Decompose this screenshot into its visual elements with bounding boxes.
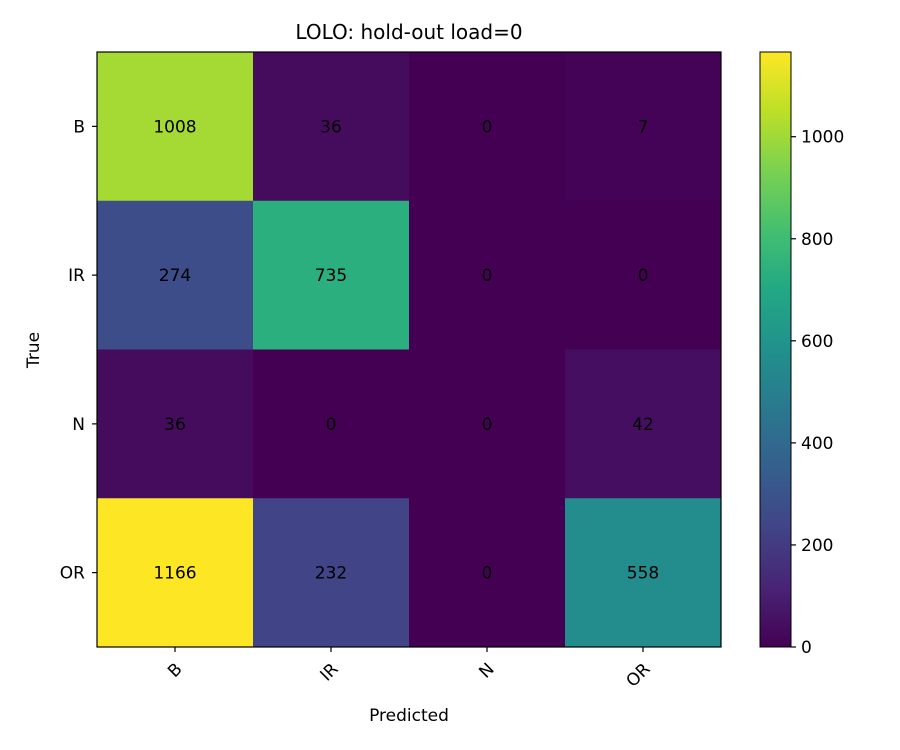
cell-value-label: 232 (315, 564, 347, 584)
heatmap-cell (565, 52, 722, 202)
y-tick-label: N (72, 415, 85, 435)
heatmap-cell (565, 498, 722, 648)
colorbar-tick-label: 400 (801, 434, 833, 454)
cell-value-label: 0 (482, 415, 493, 435)
y-axis-ticks: B IR N OR (60, 117, 97, 584)
cell-value-label: 0 (482, 117, 493, 137)
colorbar-ticks: 0 200 400 600 800 1000 (791, 128, 844, 658)
heatmap-cell (409, 200, 566, 350)
heatmap-cell (253, 200, 410, 350)
heatmap-cell (253, 349, 410, 499)
heatmap-cell (97, 200, 254, 350)
cell-value-label: 1166 (153, 564, 196, 584)
y-tick-label: B (73, 117, 85, 137)
colorbar (759, 51, 792, 648)
cell-value-label: 735 (315, 266, 347, 286)
cell-value-label: 558 (627, 564, 659, 584)
x-axis-label: Predicted (369, 706, 449, 726)
heatmap-cell (97, 498, 254, 648)
y-tick-label: OR (60, 564, 85, 584)
cell-value-labels: 1008 36 0 7 274 735 0 0 36 0 0 42 1166 232 0 558 (153, 117, 659, 583)
colorbar-tick-label: 0 (801, 638, 812, 658)
cell-value-label: 36 (164, 415, 186, 435)
heatmap-cells (97, 52, 722, 648)
x-tick-label: OR (623, 659, 655, 691)
cell-value-label: 42 (632, 415, 654, 435)
cell-value-label: 0 (326, 415, 337, 435)
cell-value-label: 36 (320, 117, 342, 137)
chart-title: LOLO: hold-out load=0 (295, 20, 522, 44)
x-tick-label: B (164, 659, 186, 681)
colorbar-tick-label: 200 (801, 536, 833, 556)
y-tick-label: IR (68, 266, 85, 286)
colorbar-tick-label: 800 (801, 230, 833, 250)
heatmap-cell (253, 52, 410, 202)
x-tick-label: IR (316, 659, 342, 685)
x-axis-ticks: B IR N OR (164, 647, 655, 691)
heatmap-cell (565, 200, 722, 350)
heatmap-cell (565, 349, 722, 499)
cell-value-label: 0 (482, 266, 493, 286)
cell-value-label: 0 (638, 266, 649, 286)
cell-value-label: 1008 (153, 117, 196, 137)
cell-value-label: 274 (159, 266, 191, 286)
heatmap-cell (409, 52, 566, 202)
heatmap-cell (409, 349, 566, 499)
y-axis-label: True (24, 332, 44, 369)
heatmap-cell (409, 498, 566, 648)
plot-frame (96, 51, 722, 648)
cell-value-label: 7 (638, 117, 649, 137)
colorbar-tick-label: 600 (801, 332, 833, 352)
x-tick-label: N (475, 659, 498, 682)
heatmap-cell (253, 498, 410, 648)
colorbar-tick-label: 1000 (801, 128, 844, 148)
heatmap-cell (97, 52, 254, 202)
heatmap-cell (97, 349, 254, 499)
cell-value-label: 0 (482, 564, 493, 584)
